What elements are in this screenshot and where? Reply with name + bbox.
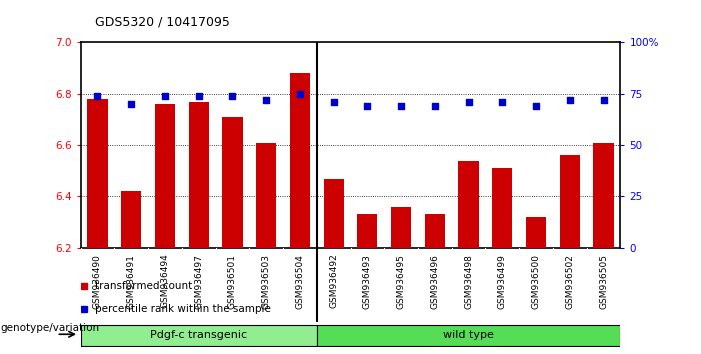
Text: percentile rank within the sample: percentile rank within the sample [95, 304, 271, 314]
Point [564, 97, 576, 103]
Bar [391, 207, 411, 248]
Point [159, 93, 170, 99]
Text: GSM936497: GSM936497 [194, 254, 203, 309]
Text: genotype/variation: genotype/variation [0, 323, 99, 333]
Bar [189, 102, 209, 248]
Point [193, 93, 204, 99]
Text: GDS5320 / 10417095: GDS5320 / 10417095 [95, 15, 229, 28]
Point [598, 97, 609, 103]
Point [92, 93, 103, 99]
Text: GSM936499: GSM936499 [498, 254, 507, 309]
Text: GSM936500: GSM936500 [531, 254, 540, 309]
Point [261, 97, 272, 103]
Point [429, 103, 440, 109]
Text: GSM936492: GSM936492 [329, 254, 338, 308]
Bar [155, 104, 175, 248]
Point [531, 103, 542, 109]
Bar [526, 217, 546, 248]
Bar [88, 99, 108, 248]
Text: GSM936496: GSM936496 [430, 254, 440, 309]
Text: transformed count: transformed count [95, 281, 192, 291]
Text: GSM936490: GSM936490 [93, 254, 102, 309]
Text: wild type: wild type [443, 330, 494, 341]
Text: GSM936493: GSM936493 [363, 254, 372, 309]
Bar [256, 143, 276, 248]
Bar [81, 325, 317, 346]
Text: GSM936498: GSM936498 [464, 254, 473, 309]
Text: GSM936503: GSM936503 [261, 254, 271, 309]
Bar [324, 178, 343, 248]
Point [125, 101, 137, 107]
Text: GSM936491: GSM936491 [127, 254, 136, 309]
Text: GSM936502: GSM936502 [565, 254, 574, 309]
Bar [458, 160, 479, 248]
Point [328, 99, 339, 105]
Text: GSM936494: GSM936494 [161, 254, 170, 308]
Point [463, 99, 474, 105]
Bar [317, 325, 620, 346]
Text: GSM936504: GSM936504 [295, 254, 304, 309]
Text: GSM936505: GSM936505 [599, 254, 608, 309]
Point [395, 103, 407, 109]
Text: Pdgf-c transgenic: Pdgf-c transgenic [150, 330, 247, 341]
Bar [593, 143, 613, 248]
Point [497, 99, 508, 105]
Bar [121, 191, 142, 248]
Bar [559, 155, 580, 248]
Bar [358, 215, 378, 248]
Bar [425, 215, 445, 248]
Point [227, 93, 238, 99]
Bar [290, 73, 310, 248]
Point [362, 103, 373, 109]
Bar [222, 117, 243, 248]
Bar [492, 168, 512, 248]
Point [294, 91, 306, 97]
Text: GSM936501: GSM936501 [228, 254, 237, 309]
Text: GSM936495: GSM936495 [397, 254, 406, 309]
